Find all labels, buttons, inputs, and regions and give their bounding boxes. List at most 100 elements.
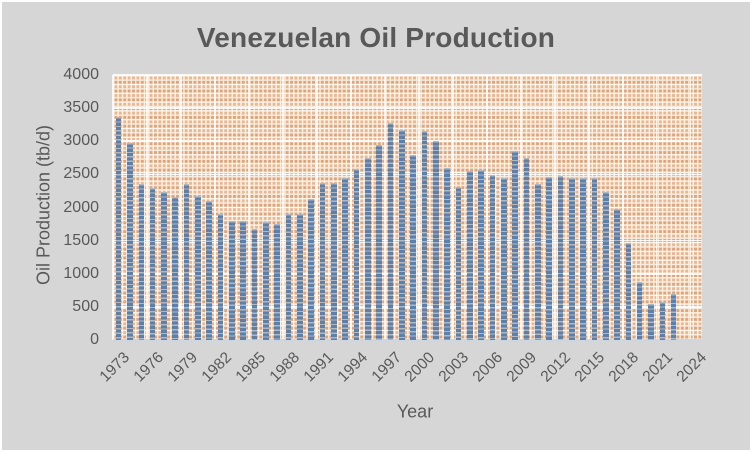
bar-1996[interactable] <box>376 145 382 340</box>
gridline-y-3000 <box>113 140 702 143</box>
bar-1997[interactable] <box>387 122 394 340</box>
bar-2008[interactable] <box>512 150 518 340</box>
gridline-y-1500 <box>113 239 702 242</box>
gridline-x-9 <box>418 75 420 340</box>
gridline-x-3 <box>214 75 216 340</box>
x-tick-1973: 1973 <box>96 349 133 386</box>
bar-2011[interactable] <box>546 177 552 340</box>
bar-1994[interactable] <box>353 168 360 340</box>
bar-1995[interactable] <box>365 157 371 340</box>
gridline-x-16 <box>655 75 658 340</box>
bar-1974[interactable] <box>127 142 133 340</box>
bar-2022[interactable] <box>670 293 677 340</box>
bar-2016[interactable] <box>602 192 609 340</box>
gridline-x-6 <box>316 75 318 340</box>
bar-2010[interactable] <box>534 183 541 340</box>
bar-1988[interactable] <box>285 213 292 340</box>
gridline-x-2 <box>180 75 182 340</box>
x-tick-2015: 2015 <box>572 349 609 386</box>
gridline-y-2500 <box>113 173 702 176</box>
bar-2013[interactable] <box>568 177 575 340</box>
gridline-x-5 <box>282 75 284 340</box>
y-tick-3000: 3000 <box>63 132 99 150</box>
bar-1973[interactable] <box>115 117 122 340</box>
y-tick-1000: 1000 <box>63 264 99 282</box>
gridline-x-1 <box>146 75 148 340</box>
bar-1975[interactable] <box>138 184 145 340</box>
bar-2004[interactable] <box>466 170 473 340</box>
x-tick-1988: 1988 <box>266 349 303 386</box>
bar-2002[interactable] <box>444 168 450 340</box>
bar-1981[interactable] <box>206 200 213 340</box>
bar-1979[interactable] <box>183 183 190 340</box>
gridline-x-13 <box>553 75 556 340</box>
bar-2019[interactable] <box>636 282 643 340</box>
x-axis-baseline <box>113 339 702 342</box>
x-tick-2021: 2021 <box>639 349 677 386</box>
gridline-x-12 <box>519 75 522 340</box>
bar-2009[interactable] <box>523 157 530 340</box>
bar-2021[interactable] <box>659 301 666 340</box>
bar-1986[interactable] <box>263 221 269 340</box>
x-tick-1979: 1979 <box>164 349 201 386</box>
bar-2018[interactable] <box>625 242 632 340</box>
gridline-x-8 <box>384 75 386 340</box>
bar-2007[interactable] <box>500 177 507 340</box>
gridline-y-2000 <box>113 206 702 209</box>
bar-1984[interactable] <box>240 220 247 340</box>
gridline-y-500 <box>113 306 702 308</box>
y-tick-2000: 2000 <box>63 198 99 216</box>
bar-1982[interactable] <box>217 214 224 340</box>
x-tick-1991: 1991 <box>300 349 337 386</box>
bar-2017[interactable] <box>614 208 620 340</box>
bar-1977[interactable] <box>161 191 167 340</box>
bar-1992[interactable] <box>331 182 337 340</box>
x-tick-2012: 2012 <box>538 349 575 386</box>
bar-1991[interactable] <box>319 182 326 340</box>
x-tick-2018: 2018 <box>605 349 643 386</box>
x-tick-1997: 1997 <box>368 349 405 386</box>
gridline-x-14 <box>587 75 590 340</box>
bar-1978[interactable] <box>172 196 179 340</box>
bar-2005[interactable] <box>478 170 484 340</box>
x-tick-2009: 2009 <box>504 349 541 386</box>
gridline-x-4 <box>248 75 250 340</box>
gridline-x-7 <box>350 75 352 340</box>
gridline-x-15 <box>621 75 624 340</box>
gridline-y-1000 <box>113 272 702 275</box>
x-tick-1982: 1982 <box>198 349 235 386</box>
x-axis-title: Year <box>396 401 434 422</box>
bar-1976[interactable] <box>149 188 156 340</box>
bar-2014[interactable] <box>580 177 586 340</box>
bar-1980[interactable] <box>195 196 201 340</box>
x-tick-1976: 1976 <box>130 349 167 386</box>
gridline-y-3500 <box>113 107 702 109</box>
bar-2001[interactable] <box>433 140 439 340</box>
bar-1987[interactable] <box>274 223 281 340</box>
bar-1998[interactable] <box>399 130 405 340</box>
bar-2020[interactable] <box>648 304 654 340</box>
bar-2012[interactable] <box>557 176 564 340</box>
bar-1990[interactable] <box>308 198 314 340</box>
bar-1989[interactable] <box>297 213 303 340</box>
bar-2003[interactable] <box>455 186 462 340</box>
gridline-x-11 <box>485 75 488 340</box>
x-tick-1994: 1994 <box>334 349 371 386</box>
x-tick-2024: 2024 <box>673 349 711 386</box>
gridline-x-0 <box>112 75 114 340</box>
gridline-x-17 <box>689 75 692 340</box>
y-tick-500: 500 <box>72 297 99 315</box>
bar-2006[interactable] <box>489 175 496 340</box>
bar-2015[interactable] <box>591 178 598 340</box>
bar-1983[interactable] <box>229 220 235 340</box>
y-tick-3500: 3500 <box>63 99 99 117</box>
x-tick-1985: 1985 <box>232 349 269 386</box>
bar-1985[interactable] <box>251 228 258 340</box>
gridline-x-10 <box>452 75 454 340</box>
bar-2000[interactable] <box>421 130 428 340</box>
x-tick-2006: 2006 <box>470 349 507 386</box>
chart-title: Venezuelan Oil Production <box>196 22 556 53</box>
bar-1999[interactable] <box>410 154 416 340</box>
bar-1993[interactable] <box>342 177 348 340</box>
